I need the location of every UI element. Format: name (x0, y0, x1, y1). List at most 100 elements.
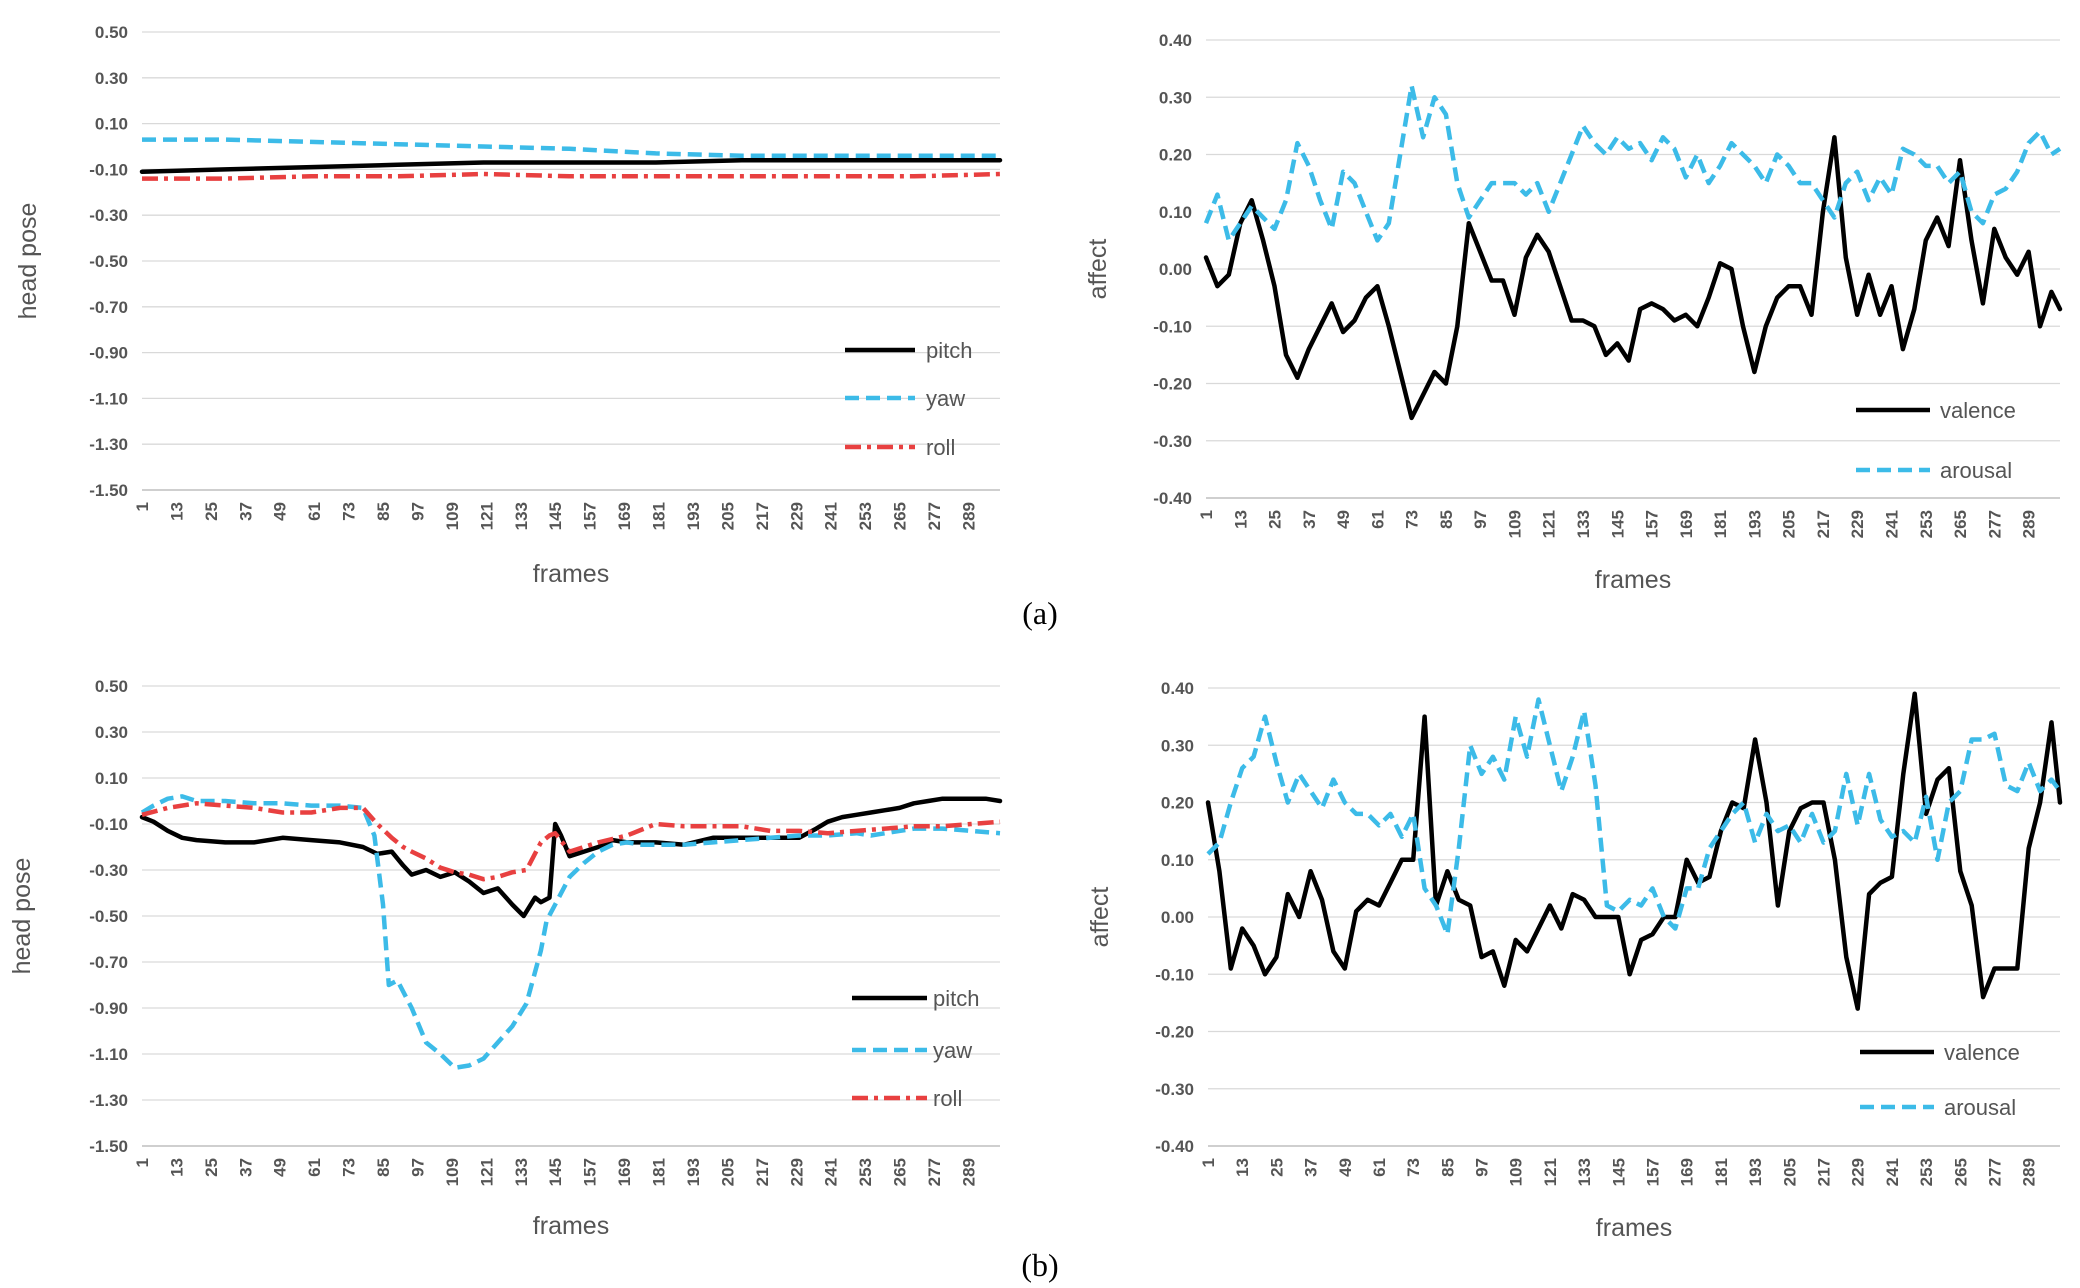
x-tick-label: 13 (167, 1158, 186, 1177)
x-tick-label: 61 (305, 502, 324, 521)
x-tick-label: 277 (1985, 510, 2004, 538)
x-tick-label: 25 (1267, 1158, 1286, 1177)
x-tick-label: 205 (1780, 1158, 1799, 1186)
y-axis-label: head pose (8, 858, 36, 975)
series-line-roll (141, 801, 1001, 882)
x-tick-label: 61 (1370, 1158, 1389, 1177)
chart-a-affect: 0.40 0.30 0.20 0.10 0.00 -0.10 -0.20 -0.30 -0.40… (1084, 31, 2063, 594)
y-tick-label: 0.30 (95, 69, 128, 88)
x-tick-label: 217 (1814, 510, 1833, 538)
x-tick-label: 121 (1540, 510, 1559, 538)
x-tick-label: 181 (1712, 1158, 1731, 1186)
legend-label-roll: roll (933, 1086, 962, 1111)
y-tick-label: -1.30 (89, 1091, 128, 1110)
x-tick-label: 25 (1266, 510, 1285, 529)
x-tick-label: 169 (615, 502, 634, 530)
x-tick-label: 265 (1951, 510, 1970, 538)
x-tick-label: 121 (477, 1158, 496, 1186)
x-tick-label: 109 (1507, 1158, 1526, 1186)
y-tick-label: -0.30 (89, 861, 128, 880)
y-tick-label: -0.30 (1155, 1080, 1194, 1099)
series-line-arousal (1206, 697, 2062, 937)
x-tick-label: 73 (1403, 510, 1422, 529)
x-tick-label: 253 (856, 502, 875, 530)
x-tick-label: 37 (1302, 1158, 1321, 1177)
y-axis-label: head pose (14, 203, 42, 320)
x-tick-label: 145 (546, 1158, 565, 1186)
series-line-pitch (139, 157, 1003, 174)
y-tick-label: -0.10 (89, 815, 128, 834)
x-tick-label: 253 (856, 1158, 875, 1186)
y-tick-label: -1.50 (89, 1137, 128, 1156)
x-tick-label: 61 (1368, 510, 1387, 529)
x-tick-label: 169 (1677, 510, 1696, 538)
x-tick-label: 253 (1917, 1158, 1936, 1186)
y-tick-label: -1.10 (89, 1045, 128, 1064)
x-tick-label: 253 (1917, 510, 1936, 538)
x-tick-label: 49 (271, 502, 290, 521)
x-tick-label: 13 (1233, 1158, 1252, 1177)
x-tick-label: 289 (2020, 1158, 2039, 1186)
x-tick-label: 109 (443, 1158, 462, 1186)
series-line-valence (1205, 691, 2063, 1011)
x-tick-label: 133 (1574, 510, 1593, 538)
y-tick-label: -1.50 (89, 481, 128, 500)
x-tick-label: 277 (925, 502, 944, 530)
series-line-arousal (1203, 83, 2062, 243)
x-tick-label: 121 (1541, 1158, 1560, 1186)
x-tick-label: 25 (202, 1158, 221, 1177)
legend-label-arousal: arousal (1944, 1095, 2016, 1120)
x-tick-label: 193 (1746, 1158, 1765, 1186)
x-tick-label: 73 (340, 502, 359, 521)
x-tick-label: 1 (1199, 1158, 1218, 1167)
y-tick-label: 0.30 (1161, 736, 1194, 755)
x-tick-label: 97 (1473, 1158, 1492, 1177)
x-tick-label: 145 (1609, 1158, 1628, 1186)
y-tick-label: -0.30 (89, 206, 128, 225)
y-axis-label: affect (1086, 887, 1114, 948)
x-tick-label: 37 (1300, 510, 1319, 529)
x-tick-label: 229 (1849, 1158, 1868, 1186)
y-tick-label: -0.40 (1155, 1137, 1194, 1156)
x-tick-label: 1 (1197, 510, 1216, 519)
x-tick-label: 205 (718, 502, 737, 530)
x-tick-label: 277 (925, 1158, 944, 1186)
y-tick-label: 0.30 (95, 723, 128, 742)
x-tick-label: 217 (753, 1158, 772, 1186)
y-tick-label: -0.20 (1155, 1023, 1194, 1042)
x-tick-label: 241 (822, 1158, 841, 1186)
x-tick-label: 49 (271, 1158, 290, 1177)
y-axis-label: affect (1084, 239, 1112, 300)
legend-label-pitch: pitch (933, 986, 979, 1011)
x-tick-label: 73 (1404, 1158, 1423, 1177)
x-tick-label: 85 (1437, 510, 1456, 529)
y-tick-label: -0.40 (1153, 489, 1192, 508)
x-tick-label: 181 (650, 1158, 669, 1186)
x-tick-label: 265 (891, 1158, 910, 1186)
x-tick-label: 49 (1336, 1158, 1355, 1177)
y-tick-label: 0.20 (1161, 794, 1194, 813)
x-tick-label: 25 (202, 502, 221, 521)
x-tick-label: 133 (512, 1158, 531, 1186)
y-tick-label: -0.70 (89, 953, 128, 972)
x-tick-label: 157 (1644, 1158, 1663, 1186)
x-tick-label: 229 (1848, 510, 1867, 538)
legend-label-pitch: pitch (926, 338, 972, 363)
y-tick-label: 0.40 (1161, 679, 1194, 698)
x-tick-label: 85 (374, 502, 393, 521)
y-tick-label: -1.30 (89, 435, 128, 454)
x-tick-label: 49 (1334, 510, 1353, 529)
x-tick-label: 229 (787, 502, 806, 530)
y-tick-label: 0.10 (95, 115, 128, 134)
x-tick-label: 73 (340, 1158, 359, 1177)
x-tick-label: 97 (1471, 510, 1490, 529)
y-tick-label: 0.00 (1159, 260, 1192, 279)
series-line-valence (1203, 135, 2063, 421)
x-tick-label: 277 (1985, 1158, 2004, 1186)
series-line-yaw (142, 137, 1000, 158)
legend-label-yaw: yaw (933, 1038, 972, 1063)
y-tick-label: -0.90 (89, 999, 128, 1018)
x-tick-label: 157 (581, 1158, 600, 1186)
x-tick-label: 1 (133, 1158, 152, 1167)
x-tick-label: 169 (615, 1158, 634, 1186)
